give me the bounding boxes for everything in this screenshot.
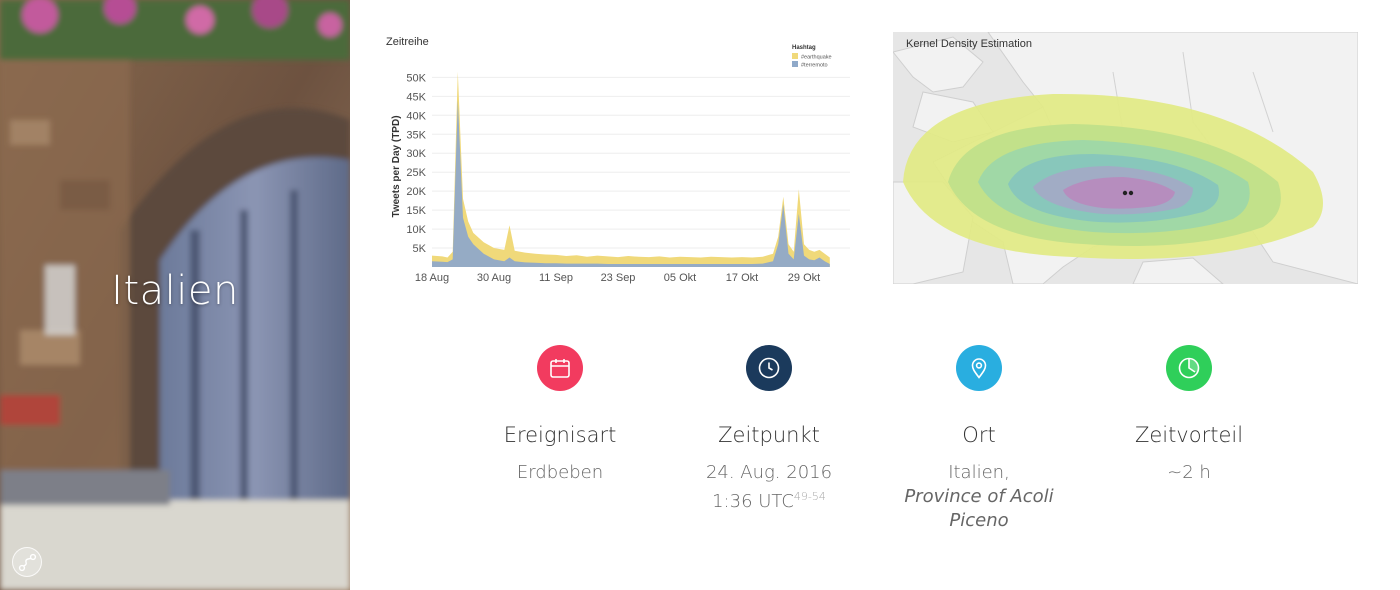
card-value-date: 24. Aug. 2016: [705, 462, 833, 483]
x-tick-label: 17 Okt: [726, 272, 758, 284]
y-tick-label: 25K: [406, 167, 426, 179]
clock-advantage-icon: [1166, 345, 1212, 391]
y-tick-label: 15K: [406, 205, 426, 217]
hero-title: Italien: [111, 268, 239, 314]
card-value: Erdbeben: [516, 462, 604, 483]
legend-label: #earthquake: [801, 55, 832, 61]
share-button[interactable]: [12, 547, 42, 577]
timeseries-title: Zeitreihe: [386, 36, 429, 48]
x-tick-label: 18 Aug: [415, 272, 449, 284]
x-tick-label: 23 Sep: [601, 272, 636, 284]
series-area-earthquake: [432, 71, 830, 267]
timeseries-chart: Zeitreihe 5K 10K 15K 20K 25K 30K 35K 40K 45K 50K 1…: [380, 30, 860, 290]
legend-swatch: [792, 61, 798, 67]
card-heading: Zeitpunkt: [718, 423, 820, 447]
y-tick-label: 35K: [406, 129, 426, 141]
route-icon: [18, 553, 37, 572]
legend-title: Hashtag: [792, 45, 816, 51]
location-pin-icon: [956, 345, 1002, 391]
card-value-province: Province of Acoli: [904, 486, 1054, 507]
card-value-time: 1:36 UTC49-54: [659, 485, 879, 514]
y-axis-label: Tweets per Day (TPD): [391, 115, 402, 217]
card-location: Ort Italien, Province of Acoli Piceno: [869, 345, 1089, 533]
kde-title: Kernel Density Estimation: [906, 38, 1032, 50]
x-tick-label: 30 Aug: [477, 272, 511, 284]
series-area-terremoto: [432, 100, 830, 267]
x-tick-label: 11 Sep: [539, 272, 573, 284]
y-tick-label: 10K: [406, 224, 426, 236]
card-value-province-cont: Piceno: [949, 510, 1009, 531]
x-tick-label: 05 Okt: [664, 272, 696, 284]
x-tick-label: 29 Okt: [788, 272, 820, 284]
y-tick-label: 40K: [406, 110, 426, 122]
card-event-type: Ereignisart Erdbeben: [450, 345, 670, 485]
card-heading: Ereignisart: [503, 423, 617, 447]
card-value-country: Italien,: [948, 462, 1010, 483]
y-tick-label: 30K: [406, 148, 426, 160]
epicenter-marker: [1128, 190, 1134, 196]
reference-superscript: 49-54: [793, 490, 826, 503]
card-heading: Zeitvorteil: [1134, 423, 1244, 447]
legend-label: #terremoto: [801, 63, 828, 69]
hero-photo-panel: Italien: [0, 0, 350, 590]
kde-map: Kernel Density Estimation: [893, 32, 1358, 284]
card-heading: Ort: [962, 423, 996, 447]
density-contours: [903, 93, 1323, 259]
kde-density-map: [893, 32, 1358, 284]
timeseries-plot: 5K 10K 15K 20K 25K 30K 35K 40K 45K 50K 18 Aug 30 Au…: [391, 45, 850, 284]
card-value: Italien, Province of Acoli Piceno: [869, 461, 1089, 533]
clock-icon: [746, 345, 792, 391]
y-tick-label: 5K: [413, 243, 427, 255]
y-tick-label: 45K: [406, 91, 426, 103]
card-value-utc: 1:36 UTC: [712, 491, 794, 512]
legend-swatch: [792, 53, 798, 59]
calendar-icon: [537, 345, 583, 391]
y-tick-label: 50K: [406, 72, 426, 84]
hero-photo: [0, 0, 350, 590]
y-tick-label: 20K: [406, 186, 426, 198]
card-time-advantage: Zeitvorteil ~2 h: [1079, 345, 1299, 485]
card-value: ~2 h: [1167, 462, 1211, 483]
card-timestamp: Zeitpunkt 24. Aug. 2016 1:36 UTC49-54: [659, 345, 879, 514]
card-value: 24. Aug. 2016 1:36 UTC49-54: [659, 461, 879, 514]
epicenter-marker: [1122, 190, 1128, 196]
